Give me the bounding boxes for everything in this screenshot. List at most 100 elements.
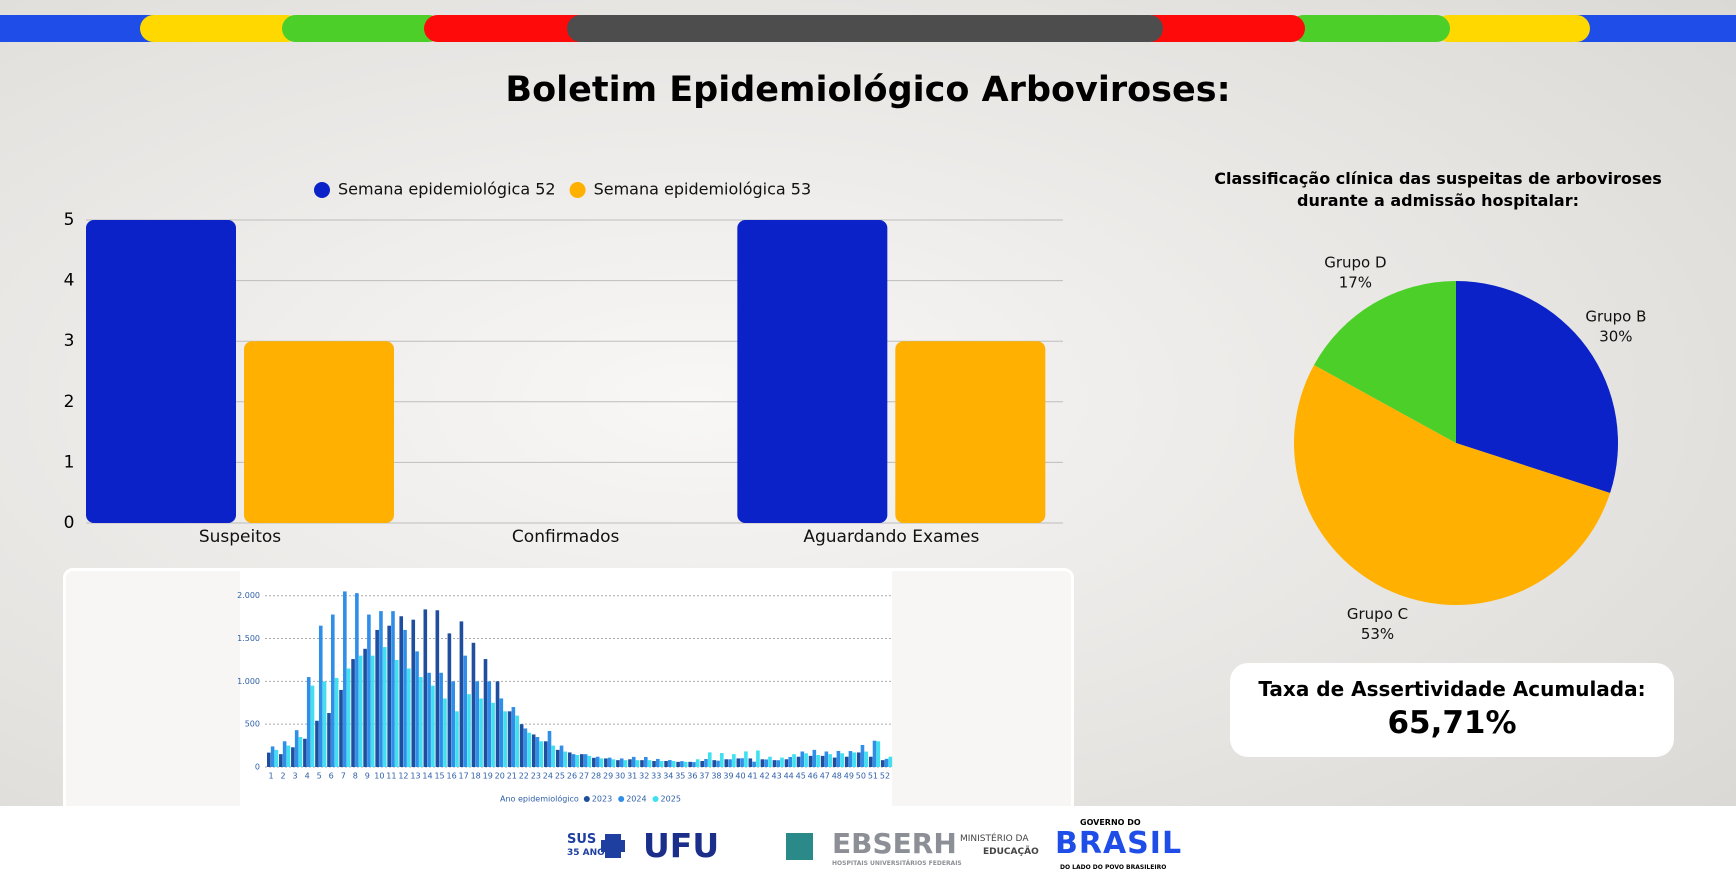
legend-label: Semana epidemiológica 52	[338, 180, 556, 199]
bar	[86, 220, 236, 523]
bar	[387, 625, 391, 767]
bar	[880, 760, 885, 767]
bar	[571, 754, 576, 767]
bar	[611, 759, 616, 767]
x-tick-label: 8	[353, 772, 358, 781]
bar	[515, 715, 519, 767]
bar	[318, 625, 323, 767]
bar	[403, 629, 407, 767]
bar	[567, 752, 572, 767]
bar	[748, 758, 753, 767]
bar	[334, 677, 339, 767]
y-tick-label: 2.000	[237, 591, 260, 600]
x-tick-label: 52	[880, 772, 890, 781]
y-tick-label: 4	[64, 271, 75, 291]
bar	[804, 753, 808, 767]
y-tick-label: 2	[64, 392, 75, 412]
gov-1: GOVERNO DO	[1080, 818, 1141, 827]
stripe-segment	[1435, 15, 1590, 42]
stripe-segment	[140, 15, 300, 42]
bar	[547, 731, 552, 767]
bar	[744, 751, 748, 767]
x-tick-label: 6	[329, 772, 334, 781]
bar	[872, 740, 877, 767]
bar	[306, 677, 311, 767]
bar	[370, 655, 375, 767]
bar	[511, 707, 516, 767]
bar	[282, 741, 287, 767]
bar	[294, 730, 299, 767]
bar	[840, 753, 845, 767]
x-tick-label: 34	[663, 772, 673, 781]
bar	[351, 659, 355, 767]
bar	[286, 745, 291, 767]
pie-label: Grupo B	[1585, 307, 1646, 325]
bar	[680, 761, 684, 767]
bar	[303, 738, 307, 767]
bar	[712, 760, 717, 767]
bar	[475, 681, 480, 767]
bar	[439, 672, 443, 767]
bar	[671, 761, 676, 767]
bar	[647, 760, 652, 767]
stripe-segment	[1290, 15, 1450, 42]
x-tick-label: 3	[293, 772, 298, 781]
y-tick-label: 3	[64, 331, 75, 351]
kpi-value: 65,71%	[1387, 705, 1517, 741]
bar	[355, 593, 359, 767]
y-tick-label: 1	[64, 452, 75, 472]
x-tick-label: 25	[555, 772, 565, 781]
bar	[876, 741, 881, 767]
x-tick-label: 27	[579, 772, 589, 781]
x-tick-label: 40	[735, 772, 745, 781]
x-tick-label: 17	[459, 772, 469, 781]
bar	[595, 756, 600, 767]
bar	[720, 753, 724, 767]
bar	[668, 760, 672, 767]
ebserh-sub: HOSPITAIS UNIVERSITÁRIOS FEDERAIS	[832, 860, 962, 867]
pie-slice	[1456, 281, 1618, 494]
bar	[635, 760, 640, 767]
x-tick-label: 50	[856, 772, 866, 781]
bar	[640, 760, 644, 767]
bar	[692, 762, 696, 767]
x-tick-label: 46	[808, 772, 818, 781]
x-tick-label: 4	[305, 772, 310, 781]
x-tick-label: Confirmados	[512, 527, 620, 547]
bar	[423, 609, 428, 767]
bar	[796, 756, 801, 767]
bar	[415, 651, 419, 767]
kpi-label: Taxa de Assertividade Acumulada:	[1258, 677, 1646, 701]
pie-slice	[1314, 281, 1456, 443]
bar	[443, 698, 447, 767]
bar	[764, 759, 768, 767]
x-tick-label: 5	[317, 772, 322, 781]
bar	[616, 760, 620, 767]
bar	[688, 761, 692, 767]
page-title: Boletim Epidemiológico Arboviroses:	[505, 70, 1231, 110]
stripe-segment	[567, 15, 1163, 42]
bar	[628, 759, 632, 767]
bar	[563, 751, 568, 767]
y-tick-label: 1.500	[237, 634, 260, 643]
bar	[740, 758, 744, 767]
pie-title: Classificação clínica das suspeitas de a…	[1214, 169, 1662, 210]
bar	[704, 759, 708, 767]
bar	[459, 621, 464, 767]
bar	[604, 758, 608, 767]
bar	[683, 761, 688, 767]
x-tick-label: 15	[434, 772, 444, 781]
ebserh-logo: EBSERH	[832, 827, 957, 860]
bar	[322, 681, 327, 767]
bar	[483, 659, 488, 767]
x-tick-label: 33	[651, 772, 661, 781]
bar	[832, 757, 837, 767]
bar	[816, 755, 820, 767]
legend-swatch	[652, 796, 659, 802]
bar	[394, 659, 399, 767]
bar	[848, 751, 853, 767]
bar	[267, 752, 271, 767]
x-tick-label: 12	[398, 772, 408, 781]
gov-3: DO LADO DO POVO BRASILEIRO	[1060, 864, 1167, 871]
bar	[507, 711, 512, 767]
